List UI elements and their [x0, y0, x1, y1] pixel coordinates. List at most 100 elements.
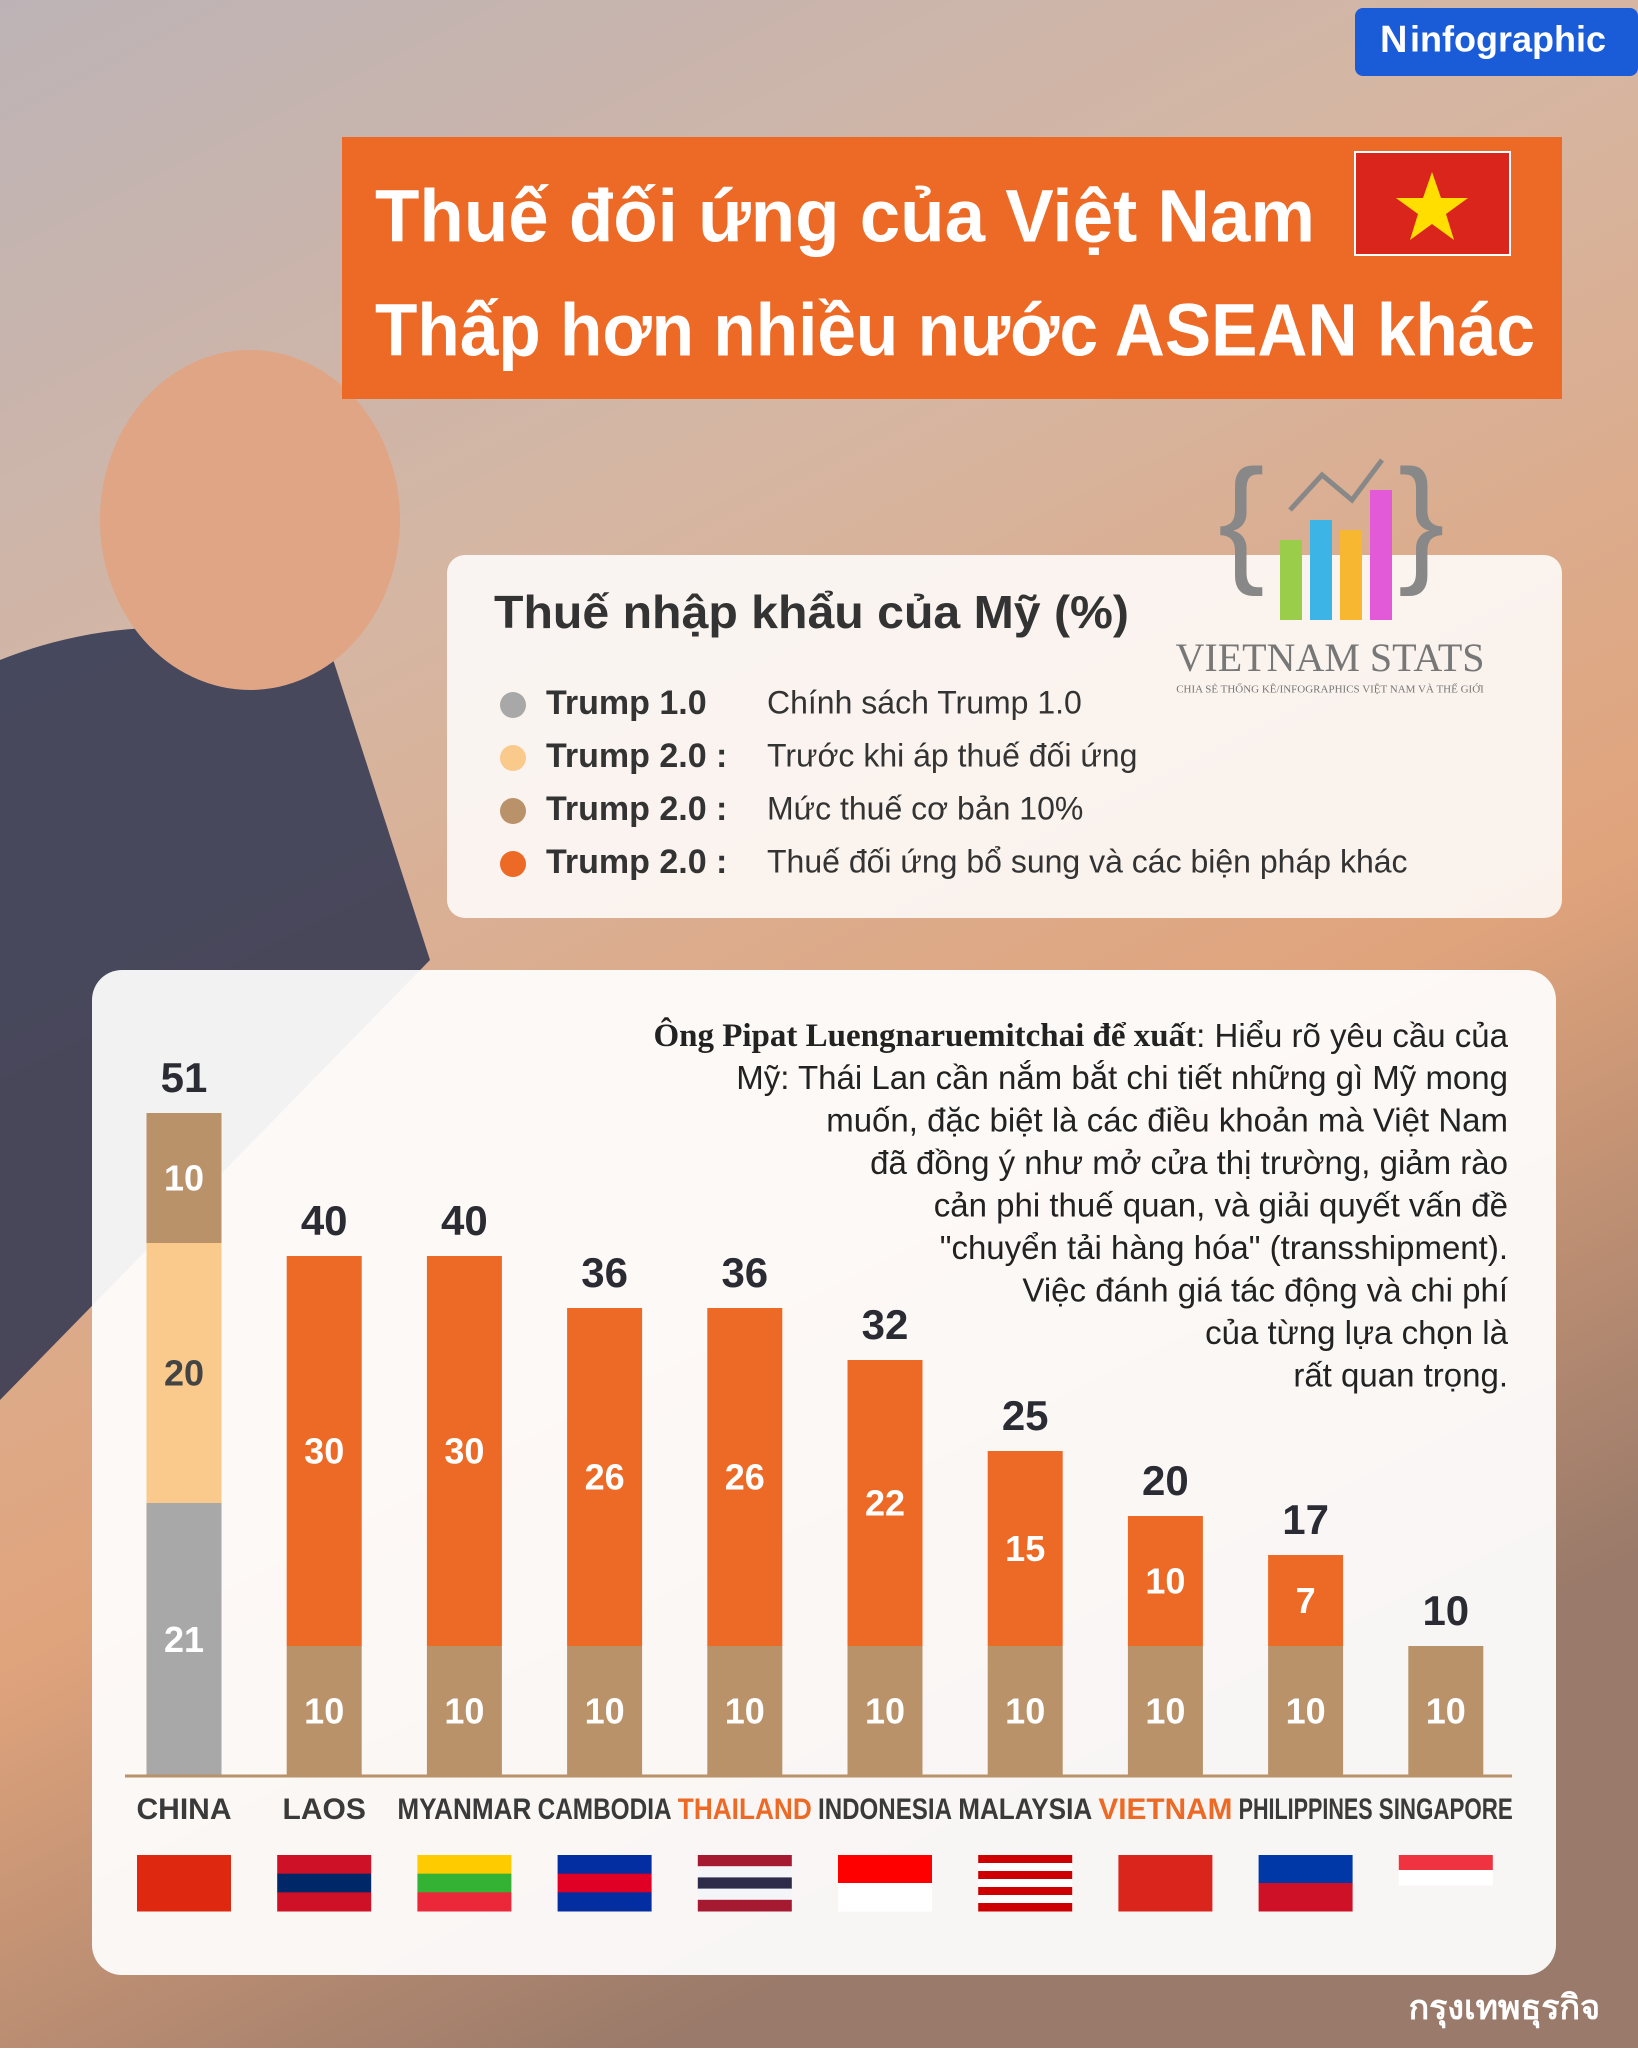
flag-stripe [277, 1873, 372, 1893]
legend-title: Thuế nhập khẩu của Mỹ (%) [494, 586, 1129, 638]
flag-stripe [1398, 1870, 1493, 1886]
brand-n: N [1380, 19, 1407, 61]
category-label: SINGAPORE [1379, 1793, 1513, 1826]
flag-stripe [978, 1887, 1073, 1896]
source: กรุงเทพธุรกิจ [1409, 1989, 1600, 2029]
brace: } [1398, 440, 1445, 597]
category-label: PHILIPPINES [1239, 1793, 1373, 1826]
total-label: 51 [161, 1054, 208, 1101]
legend-name: Trump 2.0 : [546, 790, 727, 828]
category-label: INDONESIA [818, 1793, 952, 1826]
total-label: 25 [1002, 1392, 1049, 1439]
flag-stripe [697, 1899, 792, 1912]
legend-description: Trước khi áp thuế đối ứng [767, 737, 1137, 773]
legend-description: Mức thuế cơ bản 10% [767, 790, 1083, 826]
segment-label: 7 [1296, 1580, 1316, 1621]
quote: Ông Pipat Luengnaruemitchai để xuất: Hiể… [653, 1016, 1508, 1394]
bar-segment [286, 1256, 362, 1646]
flag-stripe [1398, 1855, 1493, 1871]
bar-segment [146, 1503, 222, 1776]
category-label: LAOS [283, 1793, 366, 1826]
segment-label: 21 [164, 1619, 204, 1660]
segment-label: 30 [304, 1431, 344, 1472]
total-label: 32 [862, 1301, 909, 1348]
flag-stripe [978, 1903, 1073, 1912]
legend-swatch [500, 851, 526, 877]
title-line: Thấp hơn nhiều nước ASEAN khác [375, 289, 1535, 372]
legend-name: Trump 2.0 : [546, 737, 727, 775]
bar-segment [987, 1646, 1063, 1776]
segment-label: 10 [164, 1158, 204, 1199]
brand: infographic [1410, 19, 1606, 60]
bar-segment [707, 1308, 783, 1646]
bar-segment [567, 1308, 643, 1646]
title-line: Thuế đối ứng của Việt Nam [375, 175, 1315, 258]
quote-line: Mỹ: Thái Lan cần nắm bắt chi tiết những … [736, 1059, 1508, 1096]
segment-label: 10 [585, 1691, 625, 1732]
photo-head [100, 350, 400, 690]
bar-segment [146, 1243, 222, 1503]
quote-line: "chuyển tải hàng hóa" (transshipment). [940, 1229, 1508, 1266]
segment-label: 10 [725, 1691, 765, 1732]
legend-description: Thuế đối ứng bổ sung và các biện pháp kh… [767, 843, 1408, 879]
legend-name: Trump 2.0 : [546, 843, 727, 881]
quote-line: cản phi thuế quan, và giải quyết vấn đề [934, 1187, 1508, 1224]
bar-segment [1268, 1646, 1344, 1776]
flag-stripe [417, 1855, 512, 1875]
legend-panel [447, 555, 1562, 918]
flag-stripe [697, 1855, 792, 1867]
flag-stripe [1258, 1883, 1353, 1912]
flag-stripe [277, 1892, 372, 1912]
bar-segment [426, 1646, 502, 1776]
flag-stripe [697, 1888, 792, 1901]
legend-name: Trump 1.0 [546, 684, 707, 722]
quote-line: của từng lựa chọn là [1205, 1314, 1509, 1351]
segment-label: 10 [1145, 1691, 1185, 1732]
legend-swatch [500, 745, 526, 771]
total-label: 36 [581, 1249, 628, 1296]
logo-tagline: CHIA SẺ THỐNG KÊ/INFOGRAPHICS VIỆT NAM V… [1176, 683, 1484, 696]
total-label: 40 [441, 1197, 488, 1244]
logo-icon: {} [1218, 440, 1445, 620]
quote-line: muốn, đặc biệt là các điều khoản mà Việt… [826, 1102, 1508, 1139]
bar-segment [286, 1646, 362, 1776]
category-label: CHINA [137, 1793, 232, 1826]
flag-stripe [978, 1863, 1073, 1872]
flag-stripe [978, 1855, 1073, 1864]
bar-segment [847, 1360, 923, 1646]
segment-label: 10 [1145, 1561, 1185, 1602]
total-label: 20 [1142, 1457, 1189, 1504]
quote-text: : Hiểu rõ yêu cầu của [1196, 1017, 1508, 1054]
bar-segment [146, 1113, 222, 1243]
total-label: 17 [1282, 1496, 1329, 1543]
segment-label: 10 [444, 1691, 484, 1732]
segment-label: 10 [1286, 1691, 1326, 1732]
category-label: MYANMAR [397, 1793, 531, 1826]
flag-stripe [417, 1892, 512, 1912]
flag-stripe [557, 1892, 652, 1912]
segment-label: 10 [1005, 1691, 1045, 1732]
quote-line: Ông Pipat Luengnaruemitchai để xuất: Hiể… [653, 1016, 1508, 1054]
category-label: VIETNAM [1098, 1793, 1232, 1826]
flag-star [1396, 172, 1468, 240]
bar-segment [567, 1646, 643, 1776]
flag-stripe [137, 1855, 231, 1912]
total-label: 36 [721, 1249, 768, 1296]
segment-label: 26 [585, 1457, 625, 1498]
flag-stripe [697, 1866, 792, 1878]
flag-stripe [1258, 1855, 1353, 1884]
segment-label: 10 [1426, 1691, 1466, 1732]
brace: { [1218, 440, 1265, 597]
category-label: THAILAND [678, 1793, 812, 1826]
category-label: CAMBODIA [538, 1793, 672, 1826]
bar-segment [987, 1451, 1063, 1646]
flag-stripe [697, 1877, 792, 1890]
vn-flag [1354, 151, 1511, 256]
brand-badge [1355, 8, 1638, 76]
flag-stripe [417, 1873, 512, 1893]
total-label: 10 [1422, 1587, 1469, 1634]
quote-speaker: Ông Pipat Luengnaruemitchai để xuất [653, 1016, 1196, 1054]
flag-stripe [978, 1895, 1073, 1904]
bar-segment [1268, 1555, 1344, 1646]
